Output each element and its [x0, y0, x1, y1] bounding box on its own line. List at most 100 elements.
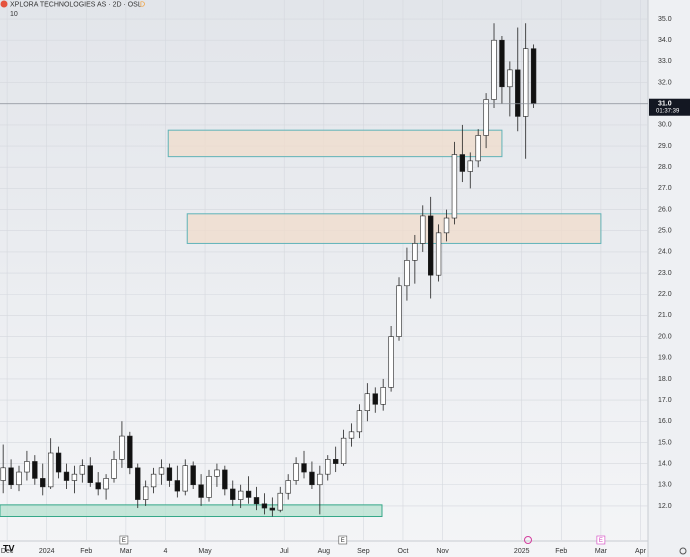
- candle-body: [467, 160, 473, 172]
- y-tick-label: 13.0: [658, 482, 672, 489]
- y-tick-label: 28.0: [658, 164, 672, 171]
- candle-body: [230, 488, 236, 500]
- candle-body: [507, 69, 513, 88]
- candle-body: [95, 482, 101, 490]
- y-tick-label: 34.0: [658, 37, 672, 44]
- y-tick-label: 17.0: [658, 397, 672, 404]
- zone: [167, 129, 503, 158]
- x-tick-label: Mar: [595, 548, 608, 555]
- y-tick-label: 18.0: [658, 376, 672, 383]
- candle-body: [523, 48, 529, 117]
- event-marker: [596, 535, 606, 545]
- candle-body: [404, 260, 410, 287]
- candle-body: [119, 435, 125, 460]
- y-tick-label: 16.0: [658, 418, 672, 425]
- event-marker: [338, 535, 348, 545]
- dividend-marker[interactable]: [524, 536, 532, 544]
- candle-body: [380, 387, 386, 405]
- candle-body: [174, 480, 181, 492]
- candle-body: [0, 467, 6, 481]
- candle-body: [435, 232, 442, 276]
- y-tick-label: 22.0: [658, 291, 672, 298]
- countdown: 01:37:39: [656, 108, 680, 114]
- candle-body: [491, 39, 497, 100]
- candle-body: [253, 497, 260, 505]
- candle-body: [40, 478, 46, 488]
- zone: [186, 213, 602, 244]
- candle-body: [182, 465, 188, 492]
- candle-body: [24, 461, 30, 473]
- y-tick-label: 19.0: [658, 355, 672, 362]
- candle-body: [55, 452, 62, 473]
- candle-body: [103, 478, 109, 490]
- event-marker: [119, 535, 129, 545]
- y-tick-label: 14.0: [658, 460, 672, 467]
- x-tick-label: Jul: [280, 548, 289, 555]
- candle-body: [333, 459, 339, 464]
- candle-body: [261, 503, 268, 509]
- y-tick-label: 33.0: [658, 58, 672, 65]
- candle-body: [499, 39, 505, 88]
- candle-body: [166, 467, 173, 481]
- candle-body: [206, 475, 212, 498]
- candle-body: [420, 215, 426, 244]
- y-tick-label: 30.0: [658, 122, 672, 129]
- event-label: E: [122, 538, 126, 544]
- candle-body: [285, 480, 291, 494]
- candle-body: [8, 467, 14, 486]
- chart-title: XPLORA TECHNOLOGIES AS · 2D · OSL: [10, 1, 142, 8]
- candle-body: [142, 486, 149, 500]
- x-tick-label: May: [198, 548, 212, 555]
- badge: D: [140, 1, 145, 8]
- x-tick-label: Mar: [120, 548, 133, 555]
- y-tick-label: 24.0: [658, 249, 672, 256]
- tv-logo: TV: [3, 543, 15, 553]
- y-tick-label: 25.0: [658, 228, 672, 235]
- indicator: 10: [10, 11, 18, 18]
- y-tick-label: 29.0: [658, 143, 672, 150]
- last-price-label: 31.0: [658, 101, 672, 108]
- candle-body: [325, 459, 331, 475]
- candle-body: [198, 484, 204, 498]
- x-tick-label: 2025: [514, 548, 530, 555]
- candle-body: [222, 469, 228, 490]
- candle-body: [317, 473, 323, 486]
- candle-body: [63, 471, 70, 481]
- candle-body: [79, 465, 86, 475]
- x-tick-label: Feb: [80, 548, 92, 555]
- candle-body: [443, 217, 450, 234]
- candle-body: [127, 435, 133, 469]
- candle-body: [530, 48, 537, 105]
- candle-body: [214, 469, 220, 477]
- candle-body: [277, 492, 283, 511]
- candle-body: [483, 99, 489, 136]
- candle-body: [412, 243, 418, 261]
- candle-body: [111, 459, 117, 479]
- candle-body: [388, 336, 394, 388]
- x-tick-label: 2024: [39, 548, 55, 555]
- candle-body: [364, 393, 371, 411]
- y-tick-label: 23.0: [658, 270, 672, 277]
- settings-icon[interactable]: [679, 547, 687, 555]
- x-tick-label: Nov: [436, 548, 449, 555]
- candle-body: [158, 467, 165, 475]
- x-tick-label: Apr: [635, 548, 647, 555]
- candle-body: [348, 431, 355, 439]
- candle-body: [340, 437, 347, 464]
- event-label: E: [341, 538, 345, 544]
- x-tick-label: Sep: [357, 548, 370, 555]
- candle-body: [372, 393, 378, 405]
- candle-body: [515, 69, 521, 117]
- candle-body: [150, 473, 157, 488]
- y-tick-label: 15.0: [658, 439, 672, 446]
- logo: [0, 0, 8, 8]
- candle-body: [309, 471, 315, 486]
- candle-body: [87, 465, 93, 483]
- x-tick-label: Oct: [398, 548, 409, 555]
- candle-body: [237, 490, 244, 500]
- event-label: E: [599, 538, 603, 544]
- candle-body: [190, 465, 196, 486]
